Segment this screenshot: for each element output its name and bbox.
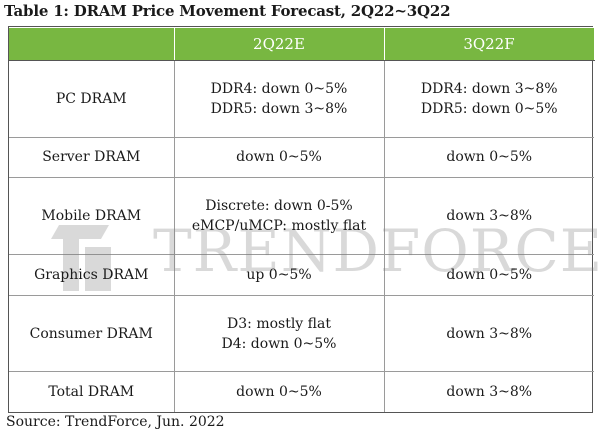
row-label: PC DRAM	[9, 60, 174, 138]
cell-line: down 3~8%	[446, 208, 533, 225]
table-row-total: Total DRAM down 0~5% down 3~8%	[9, 371, 594, 412]
cell-line: DDR5: down 3~8%	[210, 100, 348, 117]
cell-line: eMCP/uMCP: mostly flat	[191, 218, 367, 235]
cell-2q22e: D3: mostly flat D4: down 0~5%	[173, 295, 384, 373]
cell-3q22f: down 0~5%	[383, 254, 594, 296]
cell-line: down 0~5%	[446, 149, 533, 166]
cell-2q22e: down 0~5%	[173, 371, 384, 412]
cell-line: DDR5: down 0~5%	[420, 100, 558, 117]
cell-2q22e: down 0~5%	[173, 137, 384, 179]
cell-line: down 0~5%	[236, 149, 322, 166]
table-row: Mobile DRAM Discrete: down 0-5% eMCP/uMC…	[9, 177, 594, 255]
cell-2q22e: up 0~5%	[173, 254, 384, 296]
cell-line: down 3~8%	[446, 325, 533, 342]
cell-3q22f: DDR4: down 3~8% DDR5: down 0~5%	[383, 60, 594, 138]
cell-3q22f: down 3~8%	[383, 295, 594, 373]
row-label: Consumer DRAM	[9, 295, 174, 373]
cell-line: down 0~5%	[236, 384, 322, 401]
cell-line: down 0~5%	[446, 266, 533, 283]
table-title: Table 1: DRAM Price Movement Forecast, 2…	[4, 2, 451, 20]
cell-line: Discrete: down 0-5%	[205, 198, 353, 215]
header-cell-3q22f: 3Q22F	[383, 27, 595, 61]
cell-line: down 3~8%	[446, 384, 533, 401]
cell-line: DDR4: down 0~5%	[210, 80, 348, 97]
cell-line: D4: down 0~5%	[221, 335, 337, 352]
forecast-table-container: TRENDFORCE 2Q22E 3Q22F PC DRAM DDR4: dow…	[8, 26, 600, 413]
table-row: PC DRAM DDR4: down 0~5% DDR5: down 3~8% …	[9, 60, 594, 138]
cell-2q22e: DDR4: down 0~5% DDR5: down 3~8%	[173, 60, 384, 138]
cell-line: DDR4: down 3~8%	[420, 80, 558, 97]
table-row: Server DRAM down 0~5% down 0~5%	[9, 137, 594, 179]
row-label: Total DRAM	[9, 371, 174, 412]
cell-2q22e: Discrete: down 0-5% eMCP/uMCP: mostly fl…	[173, 177, 384, 255]
header-cell-2q22e: 2Q22E	[173, 27, 385, 61]
cell-line: D3: mostly flat	[227, 315, 331, 332]
forecast-table: 2Q22E 3Q22F PC DRAM DDR4: down 0~5% DDR5…	[9, 27, 595, 412]
cell-3q22f: down 0~5%	[383, 137, 594, 179]
header-cell-blank	[9, 27, 175, 61]
row-label: Server DRAM	[9, 137, 174, 179]
table-row: Consumer DRAM D3: mostly flat D4: down 0…	[9, 295, 594, 373]
table-row: Graphics DRAM up 0~5% down 0~5%	[9, 254, 594, 296]
row-label: Graphics DRAM	[9, 254, 174, 296]
row-label: Mobile DRAM	[9, 177, 174, 255]
cell-3q22f: down 3~8%	[383, 177, 594, 255]
cell-line: up 0~5%	[246, 266, 312, 283]
source-note: Source: TrendForce, Jun. 2022	[6, 414, 225, 430]
cell-3q22f: down 3~8%	[383, 371, 594, 412]
header-row: 2Q22E 3Q22F	[9, 27, 595, 61]
